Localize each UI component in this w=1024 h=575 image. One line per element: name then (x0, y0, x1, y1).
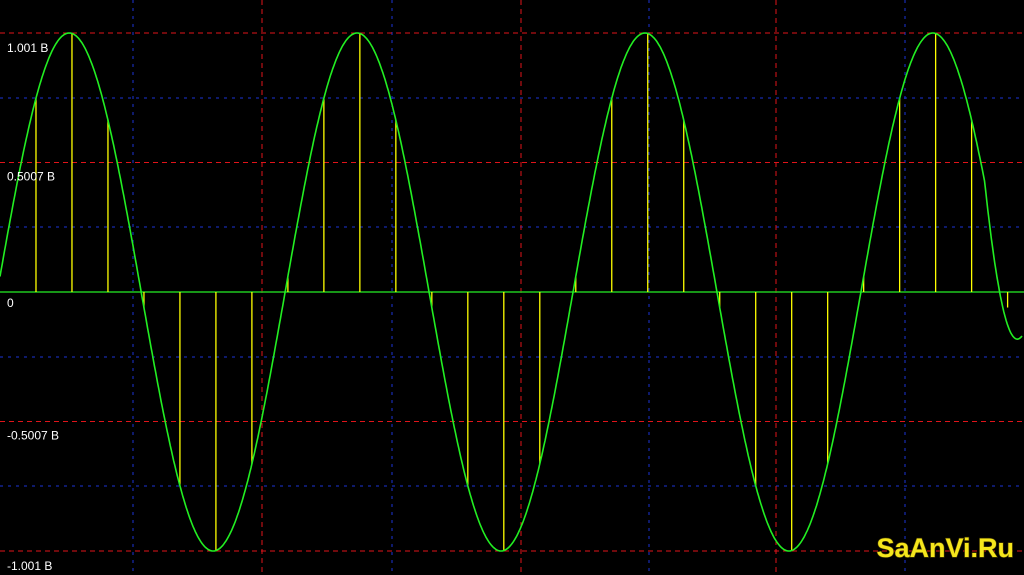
y-axis-label: 0.5007 В (7, 169, 55, 183)
watermark-logo: SaAnVi.Ru (876, 533, 1014, 563)
y-axis-label: -0.5007 В (7, 429, 59, 443)
y-axis-label: 1.001 В (7, 41, 48, 55)
sample-stems (35, 33, 1009, 551)
y-axis-labels: 1.001 В 0.5007 В 0 -0.5007 В -1.001 В (7, 41, 59, 573)
y-axis-label: 0 (7, 296, 14, 310)
y-axis-label: -1.001 В (7, 559, 52, 573)
signal-waveform (0, 32, 1023, 552)
